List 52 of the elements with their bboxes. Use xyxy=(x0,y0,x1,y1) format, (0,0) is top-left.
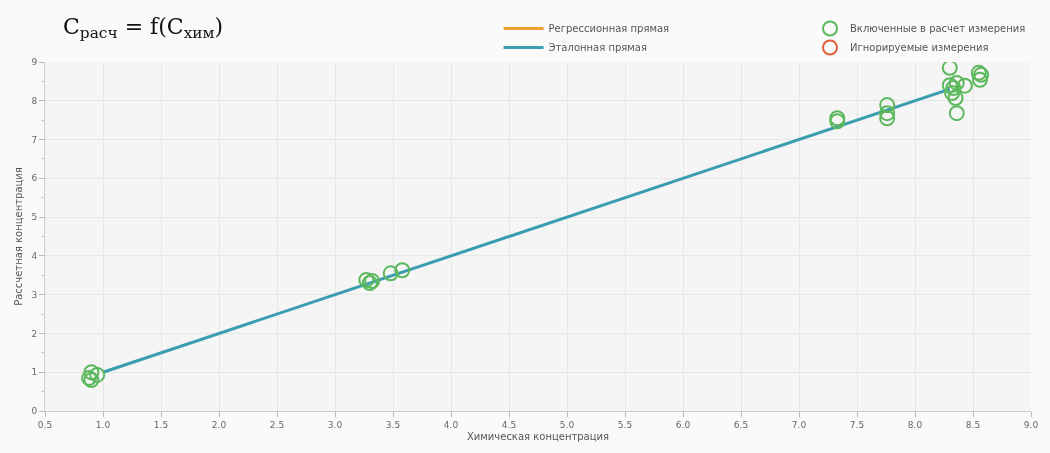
x-tick-label: 4.5 xyxy=(501,419,517,430)
x-tick-label: 3.5 xyxy=(385,419,401,430)
x-tick-label: 0.5 xyxy=(37,419,53,430)
x-tick-label: 3.0 xyxy=(327,419,343,430)
point xyxy=(941,77,958,94)
x-tick-label: 5.0 xyxy=(559,419,575,430)
x-tick-label: 8.0 xyxy=(907,419,923,430)
point xyxy=(947,90,964,107)
legend-label: Включенные в расчет измерения xyxy=(850,23,1026,35)
point xyxy=(89,366,106,383)
point xyxy=(948,74,965,91)
x-tick-label: 6.0 xyxy=(675,419,691,430)
x-tick-label: 2.5 xyxy=(269,419,285,430)
y-tick-label: 4 xyxy=(31,251,38,262)
x-tick-label: 8.5 xyxy=(965,419,981,430)
x-tick-label: 7.0 xyxy=(791,419,807,430)
y-tick-label: 2 xyxy=(31,328,38,339)
x-tick-label: 5.5 xyxy=(617,419,633,430)
x-tick-label: 7.5 xyxy=(849,419,865,430)
y-tick-label: 6 xyxy=(31,173,38,184)
x-tick-label: 6.5 xyxy=(733,419,749,430)
y-tick-label: 1 xyxy=(31,367,38,378)
point xyxy=(358,271,375,288)
point xyxy=(382,265,399,282)
x-tick-label: 1.5 xyxy=(153,419,169,430)
point xyxy=(956,77,973,94)
legend-label: Регрессионная прямая xyxy=(548,23,670,35)
point xyxy=(945,79,962,96)
point xyxy=(83,364,100,381)
y-axis-title: Рассчетная концентрация xyxy=(13,167,25,306)
point xyxy=(879,110,896,127)
x-axis-title: Химическая концентрация xyxy=(466,431,610,443)
y-tick-label: 8 xyxy=(31,95,38,106)
y-tick-label: 5 xyxy=(31,212,38,223)
point xyxy=(941,62,958,76)
point xyxy=(879,97,896,114)
legend-label: Эталонная прямая xyxy=(548,42,647,54)
x-tick-label: 9.0 xyxy=(1023,419,1039,430)
y-tick-label: 3 xyxy=(31,289,38,300)
x-tick-label: 4.0 xyxy=(443,419,459,430)
point xyxy=(948,105,965,122)
point xyxy=(944,85,961,102)
y-tick-label: 7 xyxy=(31,134,38,145)
point xyxy=(971,71,988,88)
point xyxy=(394,262,411,279)
point xyxy=(879,105,896,122)
legend-label: Игнорируемые измерения xyxy=(850,42,989,54)
chart-title: C$_{расч}$ = f(C$_{хим}$) xyxy=(63,13,224,43)
x-tick-label: 1.0 xyxy=(95,419,111,430)
x-tick-label: 2.0 xyxy=(211,419,227,430)
y-tick-label: 9 xyxy=(31,57,38,68)
y-tick-label: 0 xyxy=(31,406,38,417)
